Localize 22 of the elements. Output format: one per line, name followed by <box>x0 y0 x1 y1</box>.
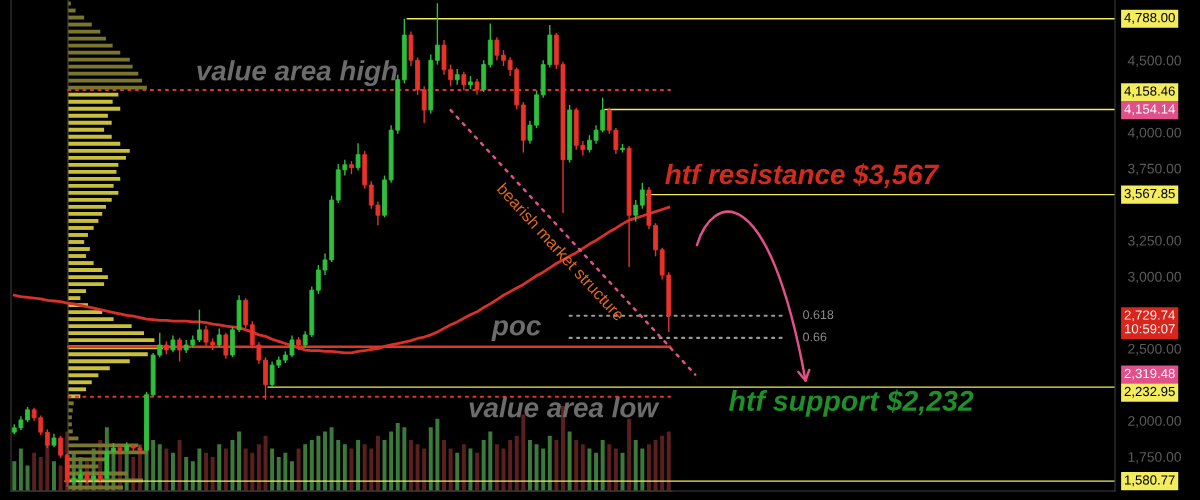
y-tick-label: 1,750.00 <box>1128 452 1182 464</box>
ref-line-label: poc <box>491 320 541 341</box>
ref-line-label: value area high <box>197 60 397 87</box>
ref-line-label: 2,232.95 <box>1124 386 1175 398</box>
y-tick-label: 4,000.00 <box>1127 127 1182 140</box>
annotation: 0.66 <box>803 332 827 342</box>
annotation: 0.618 <box>803 310 834 320</box>
text: 4,154.14 <box>1124 104 1175 116</box>
ref-line-label: 3,567.85 <box>1124 188 1175 200</box>
ref-line-label: 1,580.77 <box>1125 475 1175 487</box>
y-tick-label: 3,750.00 <box>1128 163 1182 176</box>
y-tick-label: 3,000.00 <box>1128 271 1182 284</box>
y-tick-label: 2,500.00 <box>1128 343 1182 356</box>
y-tick-label: 2,000.00 <box>1128 415 1182 428</box>
y-tick-label: 3,250.00 <box>1128 235 1182 248</box>
text: 2,729.74 10:59:07 <box>1124 310 1175 334</box>
y-tick-label: 4,500.00 <box>1127 55 1182 68</box>
ref-line-label: 4,158.46 <box>1124 86 1175 98</box>
ref-line-label: 4,788.00 <box>1124 12 1175 24</box>
text: 2,319.48 <box>1124 368 1175 380</box>
annotation: htf resistance $3,567 <box>665 163 940 189</box>
annotation: htf support $2,232 <box>729 389 974 417</box>
